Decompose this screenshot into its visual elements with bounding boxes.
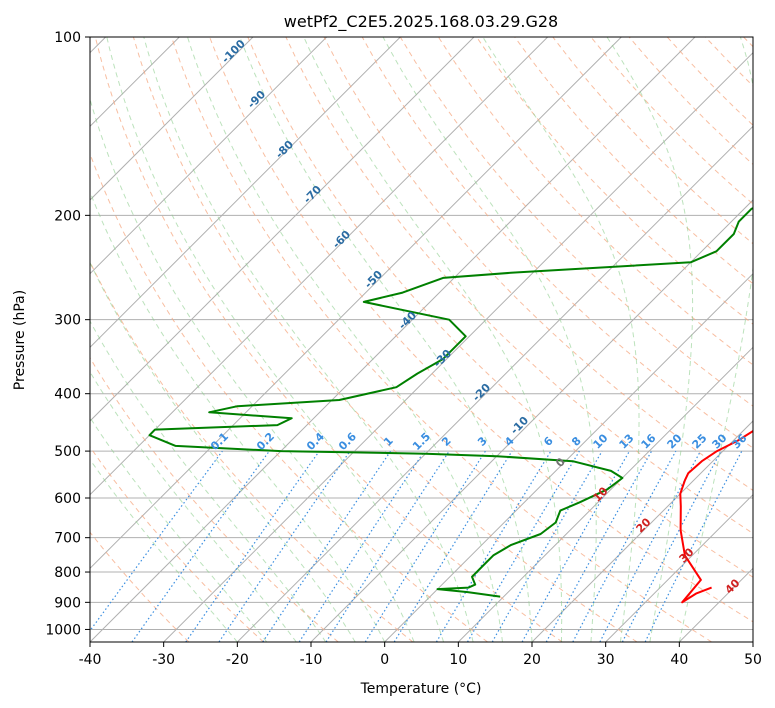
mixing-ratio-line (262, 450, 392, 642)
mixing-ratio-line (185, 450, 320, 642)
isotherm-line (90, 37, 475, 422)
chart-title: wetPf2_C2E5.2025.168.03.29.G28 (284, 12, 558, 32)
sounding-profiles (148, 207, 753, 604)
dry-adiabat-line (90, 446, 264, 642)
mixing-ratio-line (218, 450, 351, 642)
isotherm-line (90, 37, 254, 201)
dry-adiabat-line (247, 37, 753, 578)
mixing-ratio-lines (90, 450, 743, 642)
dewpoint-profile-line (148, 207, 753, 598)
moist-adiabat-line (303, 37, 563, 642)
y-tick-label: 100 (54, 30, 81, 46)
y-axis-label: Pressure (hPa) (12, 290, 28, 390)
plot-background (90, 37, 753, 642)
isotherm-line (90, 37, 549, 496)
y-tick-label: 600 (54, 491, 81, 507)
mixing-ratio-line (644, 450, 743, 642)
y-tick-label: 300 (54, 313, 81, 329)
y-tick-label: 900 (54, 595, 81, 611)
dry-adiabat-line (90, 531, 190, 642)
plot-frame (89, 36, 754, 643)
isotherm-gridlines (90, 37, 753, 642)
x-tick-label: -30 (152, 652, 175, 668)
x-tick-label: -20 (226, 652, 249, 668)
moist-adiabat-line (239, 37, 533, 642)
x-tick-label: 0 (380, 652, 389, 668)
dry-adiabat-line (94, 37, 563, 642)
x-axis-ticks: -40 -30 -20 -10 0 10 20 30 40 50 (79, 642, 762, 668)
x-tick-label: 40 (670, 652, 688, 668)
mixing-ratio-line (393, 450, 513, 642)
y-tick-label: 1000 (45, 622, 81, 638)
dry-adiabat-line (361, 37, 753, 449)
dry-adiabat-line (90, 260, 414, 642)
y-tick-label: 500 (54, 444, 81, 460)
mixing-ratio-line (298, 450, 425, 642)
y-axis-ticks: 100 200 300 400 500 600 700 800 900 1000 (45, 30, 90, 638)
x-tick-label: -10 (300, 652, 323, 668)
moist-adiabats (90, 37, 753, 642)
x-tick-label: 20 (523, 652, 541, 668)
dry-adiabat-line (90, 152, 488, 642)
isotherm-line (384, 272, 753, 642)
isotherm-line (90, 37, 328, 275)
x-axis-label: Temperature (°C) (360, 681, 482, 697)
dry-adiabat-line (132, 37, 638, 642)
isotherm-line (531, 420, 753, 642)
y-tick-label: 400 (54, 387, 81, 403)
isotherm-line (236, 125, 753, 642)
mixing-ratio-line (545, 450, 653, 642)
x-tick-label: 10 (449, 652, 467, 668)
dry-adiabat-line (171, 37, 712, 642)
isotherm-line (90, 37, 622, 570)
isotherm-line (163, 51, 753, 642)
x-tick-label: 30 (597, 652, 615, 668)
isotherm-line (605, 493, 753, 642)
mixing-ratio-line (131, 450, 270, 642)
x-tick-label: -40 (79, 652, 102, 668)
dry-adiabat-line (209, 37, 753, 623)
mixing-ratio-line (90, 450, 223, 632)
y-tick-label: 800 (54, 565, 81, 581)
moist-adiabat-line (382, 37, 597, 642)
moist-adiabat-line (90, 190, 386, 642)
y-tick-label: 200 (54, 208, 81, 224)
isotherm-line (90, 37, 401, 349)
dry-adiabat-line (514, 37, 753, 285)
isotherm-line (457, 346, 753, 642)
mixing-ratio-line (572, 450, 677, 642)
moist-adiabat-line (90, 97, 415, 642)
mixing-ratio-line (325, 450, 450, 642)
dry-adiabat-line (90, 356, 339, 642)
moist-adiabat-line (143, 37, 474, 642)
moist-adiabat-line (106, 37, 445, 642)
moist-adiabat-line (90, 261, 356, 642)
y-tick-label: 700 (54, 531, 81, 547)
isotherm-line (90, 37, 696, 642)
moist-adiabat-line (187, 37, 503, 642)
temperature-profile-line (679, 429, 753, 604)
isotherm-line (752, 641, 753, 642)
dry-adiabats (90, 37, 753, 642)
isobar-gridlines (90, 37, 753, 630)
dry-adiabat-line (399, 37, 753, 407)
moist-adiabat-line (90, 458, 238, 642)
moist-adiabat-line (482, 37, 640, 642)
moist-adiabat-line (90, 416, 268, 642)
x-tick-label: 50 (744, 652, 762, 668)
moist-adiabat-line (606, 37, 694, 642)
moist-adiabat-line (90, 370, 297, 642)
mixing-ratio-line (521, 450, 631, 642)
